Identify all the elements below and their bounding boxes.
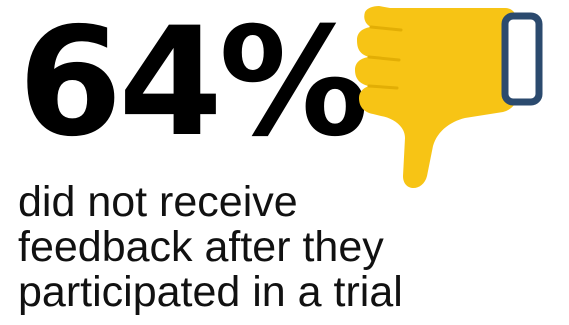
caption-line: feedback after they xyxy=(18,223,384,271)
statistic-caption: did not receive feedback after they part… xyxy=(18,180,558,315)
thumb-cuff xyxy=(501,12,543,106)
caption-line: did not receive xyxy=(18,178,298,226)
finger-crease xyxy=(367,25,403,90)
thumbs-down-icon xyxy=(355,6,543,188)
statistic-value: 64% xyxy=(18,0,369,170)
caption-line: participated in a trial xyxy=(18,268,403,316)
thumb-hand-shape xyxy=(355,6,517,188)
